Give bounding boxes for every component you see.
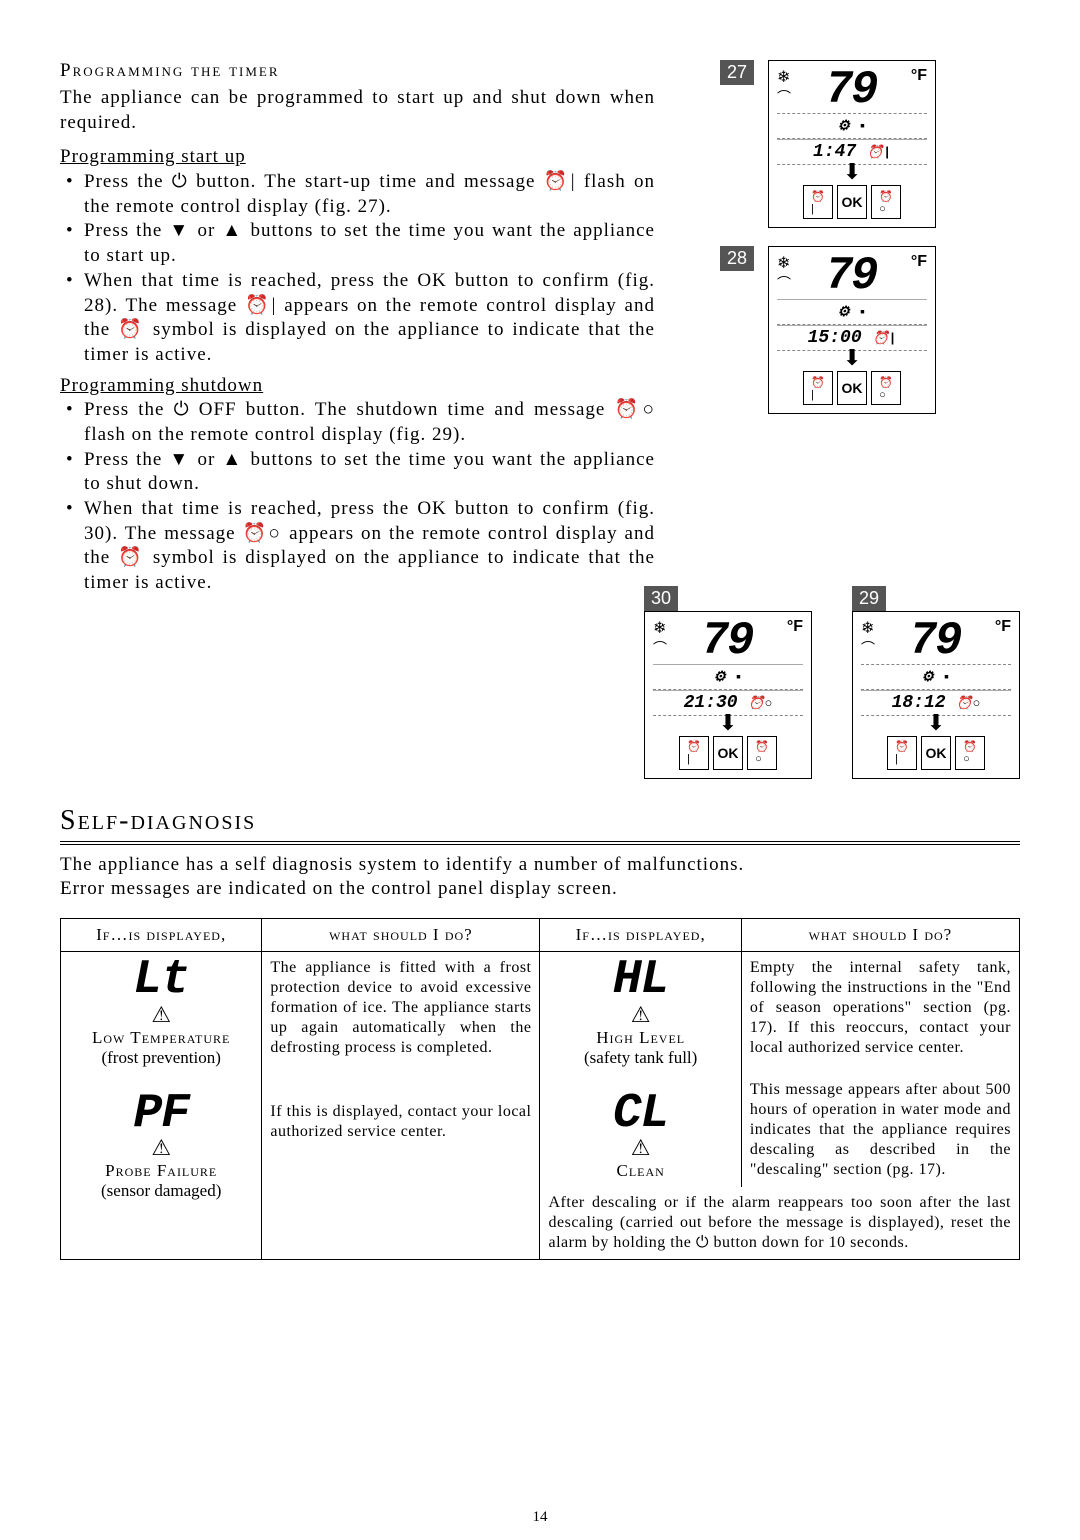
warning-icon: ⚠ (69, 1137, 253, 1159)
degf-label: °F (995, 618, 1011, 636)
section-divider (60, 841, 1020, 845)
col-if-displayed: If…is displayed, (540, 919, 741, 952)
error-hl: HL ⚠ High Level (safety tank full) (540, 952, 741, 1074)
error-pf: PF ⚠ Probe Failure (sensor damaged) (61, 1074, 262, 1260)
shutdown-title: Programming shutdown (60, 375, 263, 396)
arrow-down-icon: ⬇ (777, 349, 927, 367)
timer-off-button: ⏰○ (955, 736, 985, 770)
temp-value: 79 (825, 67, 876, 113)
shutdown-item: Press the ⏻ OFF button. The shutdown tim… (84, 398, 655, 447)
timer-on-button: ⏰| (679, 736, 709, 770)
warning-icon: ⚠ (548, 1004, 732, 1026)
figure-27: 27 ❄⌒ 79 °F ⚙ ▪ 1:47 ⏰| ⬇ ⏰| OK ⏰○ (720, 60, 1020, 228)
signal-icon: ❄⌒ (861, 618, 875, 658)
error-pf-text: If this is displayed, contact your local… (262, 1074, 540, 1260)
arrow-down-icon: ⬇ (777, 163, 927, 181)
figure-29: 29 ❄⌒ 79 °F ⚙ ▪ 18:12 ⏰○ ⬇ ⏰| OK ⏰○ (852, 586, 1020, 779)
startup-item: Press the ⏻ button. The start-up time an… (84, 170, 655, 219)
fan-row: ⚙ ▪ (777, 113, 927, 139)
error-code: CL (548, 1092, 732, 1138)
diagnosis-table: If…is displayed, what should I do? If…is… (60, 918, 1020, 1260)
page-number: 14 (0, 1509, 1080, 1526)
startup-item: Press the ▼ or ▲ buttons to set the time… (84, 219, 655, 268)
fan-row: ⚙ ▪ (777, 299, 927, 325)
error-sub: (sensor damaged) (69, 1181, 253, 1201)
remote-display: ❄⌒ 79 °F ⚙ ▪ 21:30 ⏰○ ⬇ ⏰| OK ⏰○ (644, 611, 812, 779)
startup-list: Press the ⏻ button. The start-up time an… (60, 170, 655, 368)
startup-title: Programming start up (60, 146, 246, 167)
fig-number: 30 (644, 586, 678, 611)
main-text-column: Programming the timer The appliance can … (60, 60, 655, 596)
degf-label: °F (911, 67, 927, 85)
timer-off-button: ⏰○ (747, 736, 777, 770)
temp-value: 79 (701, 618, 752, 664)
col-if-displayed: If…is displayed, (61, 919, 262, 952)
fig-number: 29 (852, 586, 886, 611)
fig-number: 28 (720, 246, 754, 271)
error-cl-text: This message appears after about 500 hou… (741, 1074, 1019, 1188)
degf-label: °F (911, 253, 927, 271)
fig-number: 27 (720, 60, 754, 85)
error-hl-text: Empty the internal safety tank, followin… (741, 952, 1019, 1074)
error-name: High Level (548, 1028, 732, 1048)
error-code: PF (69, 1092, 253, 1138)
error-lt: Lt ⚠ Low Temperature (frost prevention) (61, 952, 262, 1074)
remote-display: ❄⌒ 79 °F ⚙ ▪ 18:12 ⏰○ ⬇ ⏰| OK ⏰○ (852, 611, 1020, 779)
ok-button: OK (713, 736, 743, 770)
diag-footnote: After descaling or if the alarm reappear… (540, 1187, 1020, 1260)
degf-label: °F (787, 618, 803, 636)
figure-30: 30 ❄⌒ 79 °F ⚙ ▪ 21:30 ⏰○ ⬇ ⏰| OK ⏰○ (644, 586, 812, 779)
error-code: HL (548, 958, 732, 1004)
fan-row: ⚙ ▪ (861, 664, 1011, 690)
ok-button: OK (921, 736, 951, 770)
timer-off-button: ⏰○ (871, 185, 901, 219)
ok-button: OK (837, 371, 867, 405)
error-name: Clean (548, 1161, 732, 1181)
timer-heading: Programming the timer (60, 60, 655, 82)
arrow-down-icon: ⬇ (861, 714, 1011, 732)
error-code: Lt (69, 958, 253, 1004)
remote-display: ❄⌒ 79 °F ⚙ ▪ 1:47 ⏰| ⬇ ⏰| OK ⏰○ (768, 60, 936, 228)
timer-intro: The appliance can be programmed to start… (60, 86, 655, 135)
signal-icon: ❄⌒ (653, 618, 667, 658)
arrow-down-icon: ⬇ (653, 714, 803, 732)
shutdown-list: Press the ⏻ OFF button. The shutdown tim… (60, 398, 655, 596)
col-what-do: what should I do? (741, 919, 1019, 952)
temp-value: 79 (825, 253, 876, 299)
ok-button: OK (837, 185, 867, 219)
remote-display: ❄⌒ 79 °F ⚙ ▪ 15:00 ⏰| ⬇ ⏰| OK ⏰○ (768, 246, 936, 414)
signal-icon: ❄⌒ (777, 253, 791, 293)
figure-28: 28 ❄⌒ 79 °F ⚙ ▪ 15:00 ⏰| ⬇ ⏰| OK ⏰○ (720, 246, 1020, 414)
error-name: Probe Failure (69, 1161, 253, 1181)
timer-on-button: ⏰| (803, 185, 833, 219)
self-diagnosis-heading: Self-diagnosis (60, 805, 1020, 837)
startup-item: When that time is reached, press the OK … (84, 269, 655, 368)
timer-on-button: ⏰| (887, 736, 917, 770)
col-what-do: what should I do? (262, 919, 540, 952)
error-cl: CL ⚠ Clean (540, 1074, 741, 1188)
timer-on-button: ⏰| (803, 371, 833, 405)
error-name: Low Temperature (69, 1028, 253, 1048)
signal-icon: ❄⌒ (777, 67, 791, 107)
fan-row: ⚙ ▪ (653, 664, 803, 690)
diag-intro-2: Error messages are indicated on the cont… (60, 877, 1020, 902)
timer-off-button: ⏰○ (871, 371, 901, 405)
error-lt-text: The appliance is fitted with a frost pro… (262, 952, 540, 1074)
warning-icon: ⚠ (69, 1004, 253, 1026)
temp-value: 79 (909, 618, 960, 664)
warning-icon: ⚠ (548, 1137, 732, 1159)
figures-right: 27 ❄⌒ 79 °F ⚙ ▪ 1:47 ⏰| ⬇ ⏰| OK ⏰○ 28 ❄⌒… (720, 60, 1020, 432)
shutdown-item: When that time is reached, press the OK … (84, 497, 655, 596)
error-sub: (safety tank full) (548, 1048, 732, 1068)
shutdown-item: Press the ▼ or ▲ buttons to set the time… (84, 448, 655, 497)
error-sub: (frost prevention) (69, 1048, 253, 1068)
diag-intro-1: The appliance has a self diagnosis syste… (60, 853, 1020, 878)
